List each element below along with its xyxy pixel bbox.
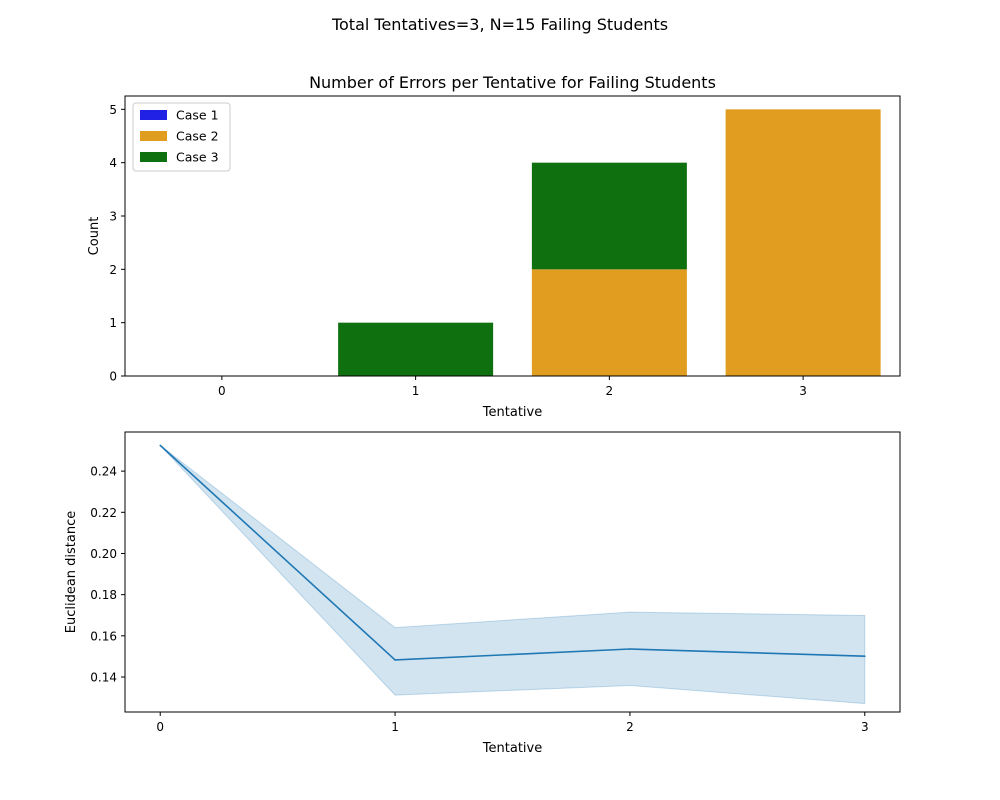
line-chart-frame	[124, 431, 901, 713]
line-x-tick-label: 2	[626, 720, 634, 734]
legend-label-case-3: Case 3	[176, 150, 219, 165]
bar-chart-bars	[338, 109, 881, 376]
bar-case-2-tentative-2	[531, 269, 687, 376]
legend-swatch-case-3	[140, 152, 167, 162]
legend-label-case-1: Case 1	[176, 108, 219, 123]
legend-swatch-case-2	[140, 131, 167, 141]
line-y-tick-label: 0.18	[90, 588, 117, 602]
line-y-tick-label: 0.14	[90, 671, 117, 685]
bar-y-tick-label: 0	[109, 370, 117, 384]
legend-label-case-2: Case 2	[176, 129, 219, 144]
line-x-tick-label: 0	[156, 720, 164, 734]
line-y-tick-label: 0.16	[90, 629, 117, 643]
line-point-tentative-1	[394, 659, 396, 661]
line-chart-confidence-band	[159, 444, 866, 705]
line-y-tick-label: 0.20	[90, 547, 117, 561]
euclidean-distance-line	[159, 444, 865, 661]
bar-chart-y-label: Count	[87, 217, 102, 256]
bar-case-2-tentative-3	[725, 109, 881, 376]
line-point-tentative-3	[863, 655, 866, 658]
bar-y-tick-label: 3	[109, 210, 117, 224]
bar-x-tick-label: 0	[218, 384, 226, 398]
bar-y-tick-label: 2	[109, 263, 117, 277]
line-x-tick-label: 3	[861, 720, 869, 734]
line-point-tentative-2	[629, 648, 631, 650]
bar-chart-frame	[124, 95, 901, 377]
line-y-tick-label: 0.24	[90, 465, 117, 479]
bar-x-tick-label: 2	[606, 384, 614, 398]
line-y-tick-label: 0.22	[90, 506, 117, 520]
bar-y-tick-label: 1	[109, 316, 117, 330]
bar-x-tick-label: 1	[412, 384, 420, 398]
bar-case-3-tentative-1	[338, 322, 494, 376]
line-x-tick-label: 1	[391, 720, 399, 734]
bar-y-tick-label: 5	[109, 103, 117, 117]
bar-chart-title: Number of Errors per Tentative for Faili…	[309, 73, 716, 92]
bar-chart-x-ticks: 0 1 2 3	[218, 376, 807, 398]
bar-x-tick-label: 3	[799, 384, 807, 398]
legend-swatch-case-1	[140, 110, 167, 120]
bar-y-tick-label: 4	[109, 156, 117, 170]
bar-chart-y-ticks: 0 1 2 3 4 5	[109, 103, 125, 384]
bar-chart-x-label: Tentative	[482, 405, 542, 420]
bar-chart-legend: Case 1 Case 2 Case 3	[132, 102, 231, 172]
line-chart-series	[159, 444, 866, 661]
line-chart-y-ticks: 0.14 0.16 0.18 0.20 0.22 0.24	[90, 465, 125, 685]
confidence-band	[159, 444, 866, 705]
bar-case-3-tentative-2	[531, 162, 687, 270]
line-chart-y-label: Euclidean distance	[64, 511, 79, 634]
figure-suptitle: Total Tentatives=3, N=15 Failing Student…	[331, 15, 668, 34]
line-chart-x-label: Tentative	[482, 741, 542, 756]
line-chart-x-ticks: 0 1 2 3	[156, 712, 869, 734]
line-point-tentative-0	[159, 444, 162, 447]
bar-chart: Number of Errors per Tentative for Faili…	[87, 73, 901, 420]
